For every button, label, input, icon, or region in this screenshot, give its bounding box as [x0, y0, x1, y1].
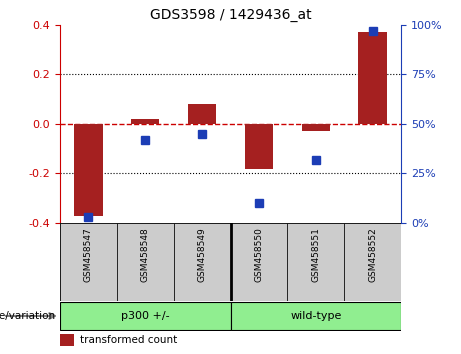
- Bar: [60, 334, 74, 346]
- FancyBboxPatch shape: [60, 302, 230, 330]
- FancyBboxPatch shape: [230, 302, 401, 330]
- Bar: [188, 104, 216, 124]
- Bar: [301, 124, 330, 131]
- Text: genotype/variation: genotype/variation: [0, 311, 55, 321]
- FancyBboxPatch shape: [60, 223, 401, 301]
- Text: GSM458550: GSM458550: [254, 227, 263, 282]
- FancyBboxPatch shape: [230, 223, 287, 301]
- FancyBboxPatch shape: [117, 223, 174, 301]
- Bar: [358, 32, 387, 124]
- Title: GDS3598 / 1429436_at: GDS3598 / 1429436_at: [150, 8, 311, 22]
- FancyBboxPatch shape: [287, 223, 344, 301]
- Text: GSM458551: GSM458551: [311, 227, 320, 282]
- FancyBboxPatch shape: [60, 223, 117, 301]
- Text: GSM458552: GSM458552: [368, 227, 377, 282]
- FancyBboxPatch shape: [344, 223, 401, 301]
- Bar: [245, 124, 273, 169]
- FancyBboxPatch shape: [174, 223, 230, 301]
- Text: GSM458548: GSM458548: [141, 227, 150, 282]
- Text: GSM458547: GSM458547: [84, 227, 93, 282]
- Text: p300 +/-: p300 +/-: [121, 311, 170, 321]
- Text: GSM458549: GSM458549: [198, 227, 207, 282]
- Text: transformed count: transformed count: [80, 335, 177, 345]
- Bar: [74, 124, 102, 216]
- Text: wild-type: wild-type: [290, 311, 342, 321]
- Bar: [131, 119, 160, 124]
